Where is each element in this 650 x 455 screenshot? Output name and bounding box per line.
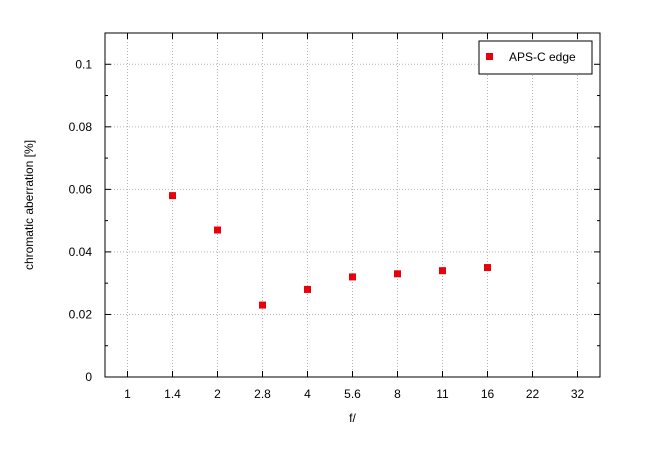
x-tick-label: 2.8 [254,387,271,401]
data-points [169,192,491,309]
y-tick-label: 0.06 [69,182,93,196]
y-tick-labels: 0 0.02 0.04 0.06 0.08 0.1 [69,57,93,384]
y-tick-label: 0 [85,370,92,384]
x-tick-label: 32 [571,387,585,401]
legend: APS-C edge [478,40,593,75]
data-point [439,267,446,275]
legend-label: APS-C edge [509,50,576,64]
x-tick-label: 1.4 [164,387,181,401]
y-axis-label: chromatic aberration [%] [22,140,36,270]
y-tick-label: 0.02 [69,307,93,321]
x-tick-label: 4 [304,387,311,401]
legend-marker [486,53,493,60]
data-point [304,285,311,293]
data-point [214,226,221,234]
y-tick-label: 0.1 [75,57,92,71]
data-point [394,270,401,278]
legend-box [478,40,593,75]
data-point [259,301,266,309]
grid [105,33,600,377]
x-tick-label: 16 [481,387,495,401]
data-point [169,192,176,200]
x-tick-label: 11 [436,387,449,401]
x-tick-label: 1 [124,387,131,401]
data-point [484,264,491,272]
data-point [349,273,356,281]
axis-ticks [105,33,600,378]
x-tick-labels: 1 1.4 2 2.8 4 5.6 8 11 16 22 32 [124,387,584,401]
x-tick-label: 5.6 [344,387,361,401]
x-axis-label: f/ [349,411,356,425]
x-tick-label: 22 [526,387,540,401]
y-tick-label: 0.04 [69,245,93,259]
x-tick-label: 2 [214,387,221,401]
y-tick-label: 0.08 [69,120,93,134]
x-tick-label: 8 [394,387,401,401]
